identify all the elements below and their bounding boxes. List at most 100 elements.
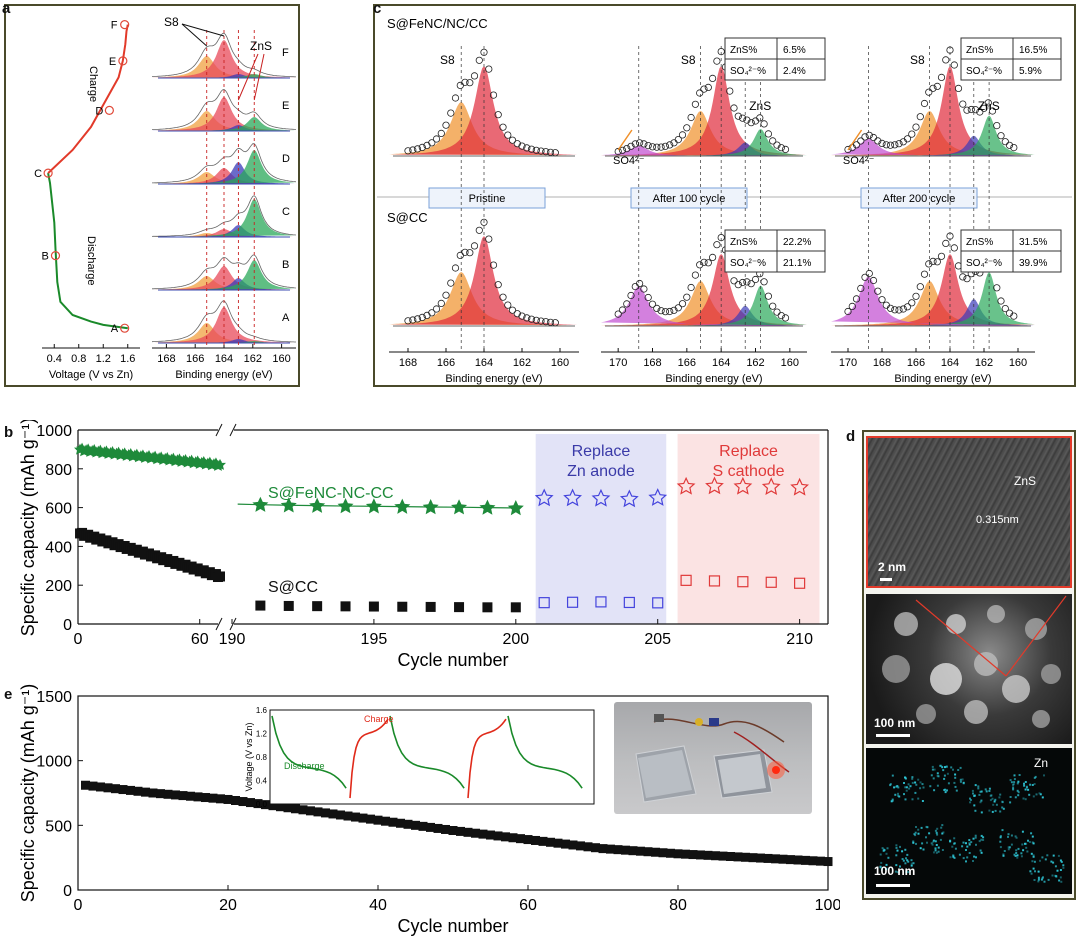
b-point-cc — [454, 602, 465, 613]
eds-dot — [947, 782, 950, 785]
eds-dot — [1055, 875, 1058, 878]
c-data-point — [861, 273, 869, 281]
c-data-point — [967, 105, 975, 114]
eds-dot — [1041, 856, 1044, 859]
b-y-tick-label: 600 — [45, 501, 72, 518]
e-point — [343, 811, 353, 821]
c-data-point — [666, 307, 674, 316]
b-region-label: Replace — [572, 443, 631, 460]
eds-dot — [992, 803, 995, 806]
eds-dot — [968, 843, 971, 846]
eds-dot — [953, 856, 956, 859]
e-point — [328, 809, 338, 819]
eds-dot — [932, 777, 935, 780]
c-data-point — [657, 143, 665, 151]
eds-dot — [1037, 870, 1040, 873]
eds-dot — [904, 798, 907, 801]
c-data-point — [418, 143, 426, 151]
eds-dot — [936, 774, 939, 777]
c-data-point — [527, 145, 536, 153]
eds-dot — [925, 836, 927, 839]
eds-dot — [891, 774, 894, 777]
eds-dot — [991, 810, 994, 813]
b-point-replace-fenc — [705, 476, 724, 495]
eds-dot — [1029, 870, 1032, 873]
b-y-tick-label: 0 — [63, 617, 72, 634]
eds-dot — [961, 845, 964, 848]
eds-dot — [1001, 801, 1004, 804]
eds-dot — [969, 797, 971, 800]
c-data-point — [456, 81, 464, 90]
eds-dot — [982, 839, 985, 841]
led-photo-drawing — [635, 714, 790, 803]
eds-dot — [930, 842, 933, 845]
eds-dot — [898, 795, 901, 798]
c-component — [831, 66, 1035, 156]
eds-dot — [943, 777, 946, 780]
e-point — [253, 799, 263, 809]
e-point — [531, 835, 540, 845]
c-data-point — [747, 119, 755, 127]
eds-dot — [1060, 860, 1063, 863]
e-point — [658, 848, 668, 858]
e-point — [133, 786, 143, 796]
eds-dot — [944, 791, 947, 794]
c-data-point — [852, 141, 861, 149]
eds-dot — [910, 859, 913, 862]
eds-dot — [939, 838, 942, 841]
c-component — [601, 129, 807, 156]
eds-dot — [952, 855, 955, 858]
a-state-marker — [43, 168, 53, 178]
c-data-point — [993, 122, 1001, 130]
a-charge-label: Charge — [87, 66, 99, 102]
c-data-point — [777, 311, 785, 320]
e-point — [336, 810, 345, 820]
b-point-replace-fenc — [619, 489, 639, 508]
b-point-replace-cc — [680, 574, 692, 586]
e-point — [313, 807, 323, 817]
b-point-cc — [340, 601, 351, 612]
e-point — [403, 819, 413, 829]
e-point — [201, 793, 210, 803]
a-xps-component-B — [152, 260, 296, 290]
eds-dot — [953, 837, 956, 840]
eds-dot — [1027, 839, 1029, 842]
c-data-point — [773, 308, 781, 316]
eds-dot — [942, 831, 945, 834]
eds-dot — [915, 842, 917, 845]
e-x-tick-label: 80 — [669, 897, 687, 914]
eds-dot — [1032, 855, 1035, 858]
b-point-replace-cc — [538, 597, 550, 609]
c-data-point — [1001, 138, 1009, 146]
eds-dot — [954, 847, 957, 850]
eds-dot — [879, 853, 882, 856]
eds-dot — [1022, 849, 1025, 852]
c-data-point — [976, 108, 984, 116]
e-point — [208, 793, 218, 803]
c-data-point — [756, 114, 764, 122]
eds-dot — [974, 809, 977, 812]
c-component — [601, 281, 807, 326]
c-data-point — [635, 279, 644, 288]
c-data-point — [666, 141, 674, 149]
c-data-point — [950, 61, 958, 69]
a-xps-component-C — [152, 229, 296, 237]
panel-label-d: d — [846, 428, 856, 445]
c-data-point — [959, 273, 967, 281]
c-data-point — [674, 136, 682, 144]
a-xps-xlabel: Binding energy (eV) — [175, 369, 272, 381]
eds-dot — [926, 826, 929, 829]
eds-dot — [968, 852, 971, 854]
c-tick-label: 164 — [475, 357, 493, 369]
b-region-label: Replace — [719, 443, 778, 460]
eds-dot — [944, 766, 946, 769]
b-region — [677, 434, 820, 624]
eds-dot — [974, 836, 977, 839]
eds-dot — [999, 835, 1002, 837]
c-data-point — [653, 304, 661, 312]
b-point-cc — [255, 600, 266, 611]
c-table-label: ZnS% — [966, 237, 993, 248]
eds-dot — [1024, 798, 1027, 801]
e-point — [261, 800, 270, 810]
eds-dots — [879, 764, 1065, 883]
